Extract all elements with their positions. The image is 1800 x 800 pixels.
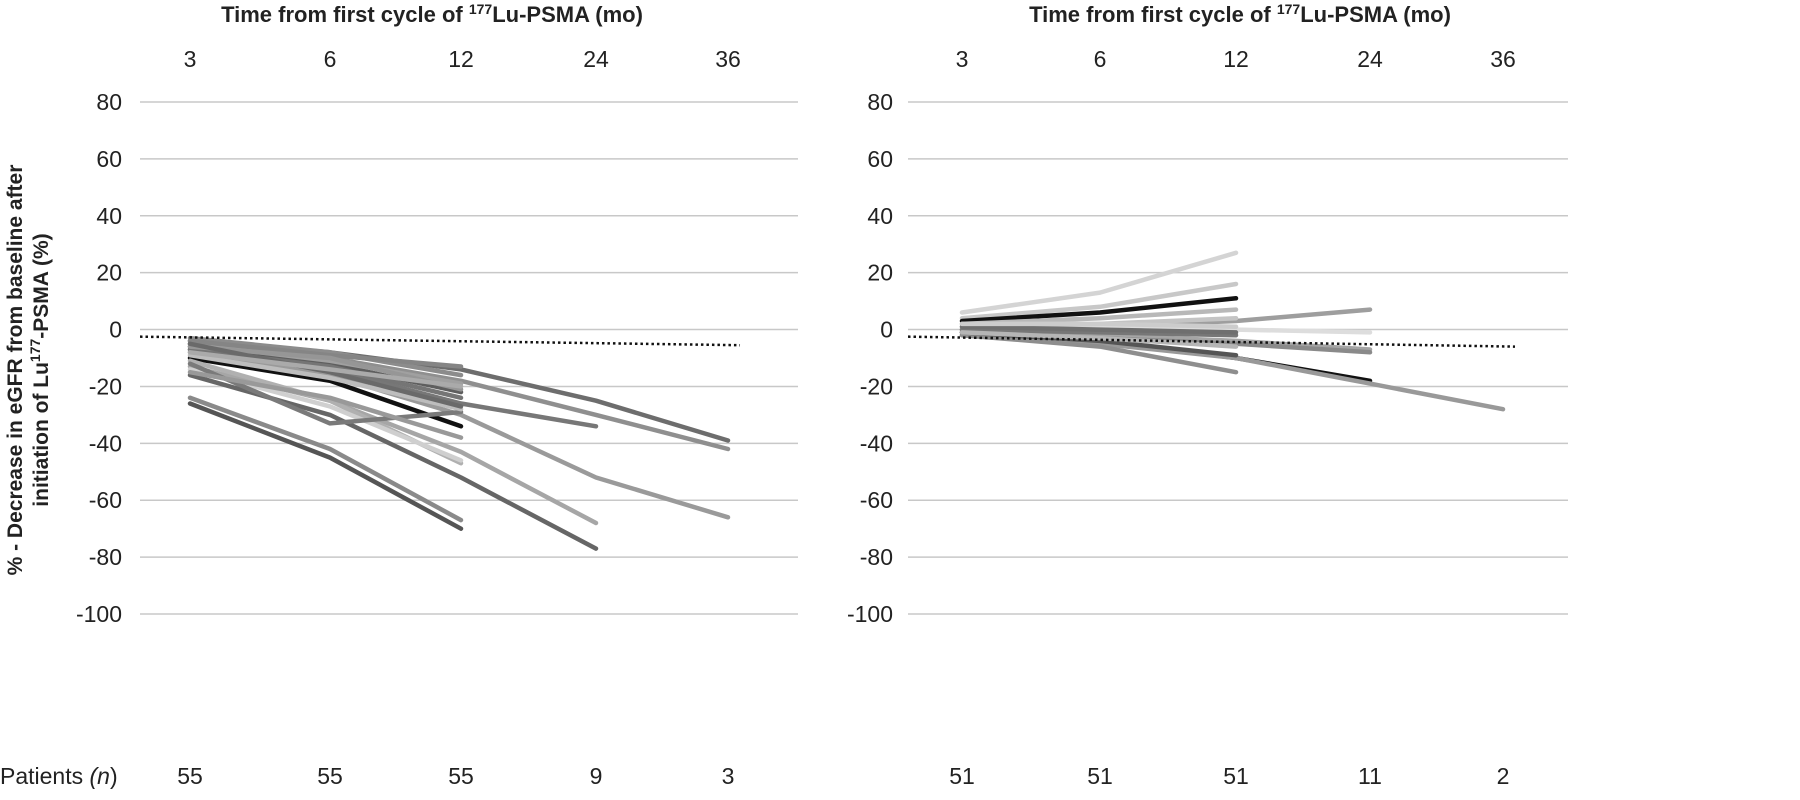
y-axis-label: % - Decrease in eGFR from baseline after… — [4, 165, 53, 576]
patient-count: 51 — [949, 763, 975, 789]
series-line — [187, 395, 464, 523]
x-tick-label: 12 — [1223, 46, 1249, 72]
y-tick-label: 40 — [96, 203, 122, 229]
series-line — [187, 341, 464, 409]
patient-count: 11 — [1358, 763, 1382, 789]
x-tick-label: 36 — [1490, 46, 1516, 72]
patient-count: 51 — [1223, 763, 1249, 789]
series-line — [187, 350, 464, 389]
x-tick-label: 36 — [715, 46, 741, 72]
series-line — [187, 350, 731, 520]
x-tick-label: 3 — [956, 46, 969, 72]
series-line — [959, 250, 1239, 315]
patient-count: 55 — [177, 763, 203, 789]
svg-text:initiation of Lu177-PSMA (%): initiation of Lu177-PSMA (%) — [27, 233, 53, 506]
x-tick-label: 3 — [184, 46, 197, 72]
y-tick-label: -40 — [860, 430, 893, 456]
svg-text:% - Decrease in eGFR from base: % - Decrease in eGFR from baseline after — [4, 165, 27, 576]
patient-count: 55 — [448, 763, 474, 789]
y-tick-label: 60 — [96, 146, 122, 172]
y-tick-label: -60 — [89, 487, 122, 513]
y-tick-label: 0 — [109, 317, 122, 343]
y-tick-label: -20 — [860, 373, 893, 399]
series-line — [187, 361, 464, 426]
y-tick-label: 20 — [96, 260, 122, 286]
y-tick-label: 40 — [867, 203, 893, 229]
series-line — [959, 324, 1239, 335]
x-tick-label: 6 — [1094, 46, 1107, 72]
series-line — [959, 330, 1239, 349]
y-tick-label: 0 — [880, 317, 893, 343]
series-line — [187, 335, 464, 378]
y-tick-label: -80 — [860, 544, 893, 570]
series-line — [187, 338, 464, 369]
baseline-reference-line — [139, 335, 741, 347]
left-panel-title: Time from first cycle of 177Lu-PSMA (mo) — [221, 1, 643, 27]
y-tick-label: -80 — [89, 544, 122, 570]
series-line — [187, 401, 464, 531]
x-tick-label: 24 — [1357, 46, 1383, 72]
right-panel-title: Time from first cycle of 177Lu-PSMA (mo) — [1029, 1, 1451, 27]
series-line — [959, 296, 1239, 324]
patient-count: 3 — [722, 763, 735, 789]
y-tick-label: 80 — [96, 89, 122, 115]
patient-count: 55 — [317, 763, 343, 789]
y-tick-label: -40 — [89, 430, 122, 456]
y-tick-label: 20 — [867, 260, 893, 286]
y-tick-label: -60 — [860, 487, 893, 513]
x-tick-label: 12 — [448, 46, 474, 72]
y-tick-label: -100 — [76, 601, 122, 627]
y-tick-label: -100 — [847, 601, 893, 627]
series-line — [187, 355, 464, 429]
series-line — [959, 321, 1239, 329]
series-line — [187, 352, 464, 412]
series-line — [187, 369, 464, 440]
y-tick-label: -20 — [89, 373, 122, 399]
patient-count: 9 — [590, 763, 603, 789]
x-tick-label: 24 — [583, 46, 609, 72]
x-tick-label: 6 — [324, 46, 337, 72]
patients-row-label: Patients (n) — [0, 763, 118, 789]
series-line — [959, 281, 1239, 321]
y-tick-label: 60 — [867, 146, 893, 172]
series-line — [959, 327, 1239, 338]
patient-count: 2 — [1497, 763, 1510, 789]
patient-count: 51 — [1087, 763, 1113, 789]
baseline-reference-line — [907, 335, 1516, 348]
y-tick-label: 80 — [867, 89, 893, 115]
